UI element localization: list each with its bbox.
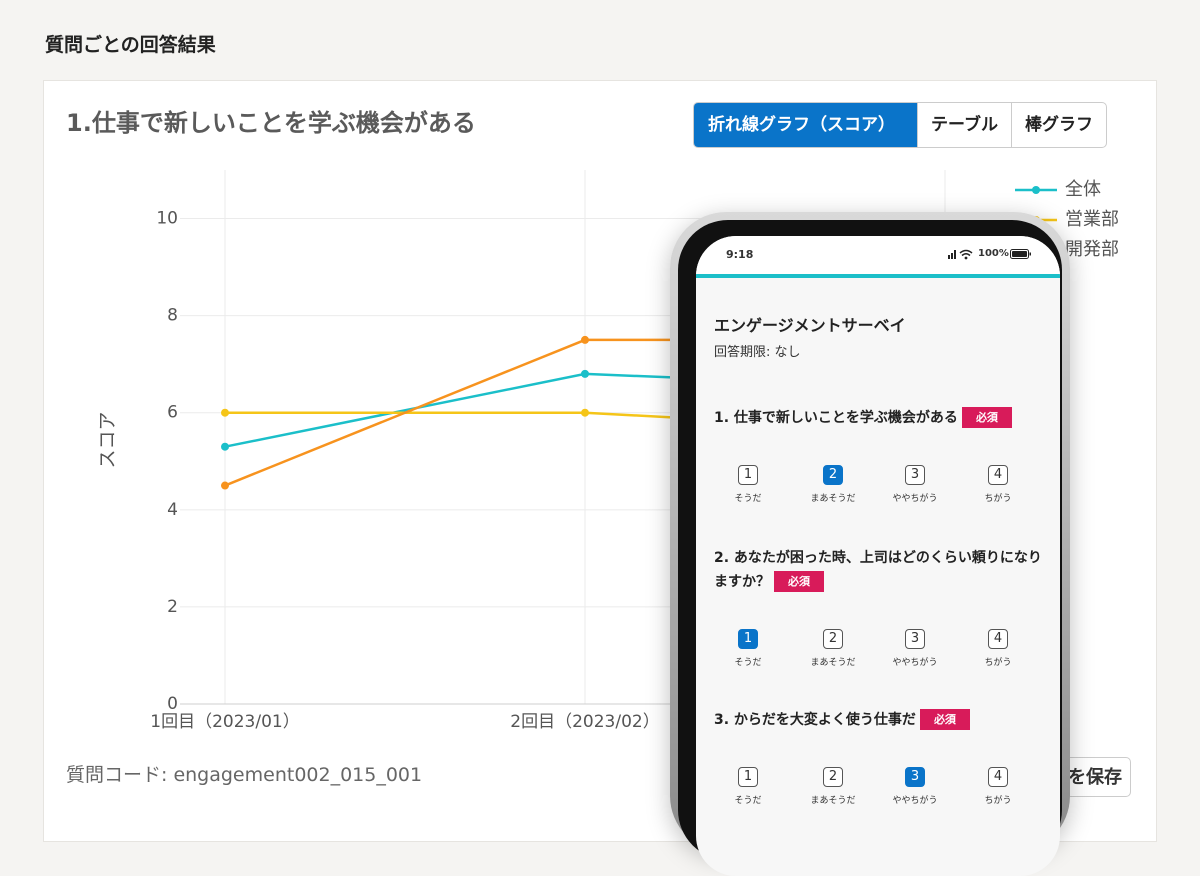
y-tick-label: 0 xyxy=(167,694,178,714)
battery-text: 100% xyxy=(978,248,1009,259)
option-number[interactable]: 3 xyxy=(905,767,925,787)
x-tick-label: 2回目（2023/02） xyxy=(510,712,659,732)
option-label: そうだ xyxy=(734,658,762,668)
option-number[interactable]: 1 xyxy=(738,629,758,649)
question-text: 3. からだを大変よく使う仕事だ 必須 xyxy=(714,708,1044,732)
phone-bezel: 9:18 100% エンゲージメントサーベイ 回答期限: なし 1. 仕事で新し… xyxy=(678,220,1062,876)
option-label: まあそうだ xyxy=(810,658,856,668)
option-label: ちがう xyxy=(984,796,1012,806)
question-label: 2. あなたが困った時、上司はどのくらい頼りになりますか？ xyxy=(714,550,1042,590)
survey-title: エンゲージメントサーベイ xyxy=(714,316,906,335)
answer-option[interactable]: 4 ちがう xyxy=(958,627,1038,668)
answer-option[interactable]: 2 まあそうだ xyxy=(793,463,873,504)
tab-bar: 折れ線グラフ（スコア） テーブル 棒グラフ xyxy=(693,102,1107,148)
answer-option[interactable]: 2 まあそうだ xyxy=(793,627,873,668)
y-tick-label: 2 xyxy=(167,597,178,617)
option-number[interactable]: 4 xyxy=(988,767,1008,787)
option-number[interactable]: 2 xyxy=(823,629,843,649)
option-number[interactable]: 2 xyxy=(823,767,843,787)
legend-marker xyxy=(1032,186,1040,194)
answer-option[interactable]: 3 ややちがう xyxy=(875,627,955,668)
signal-icons xyxy=(948,249,973,260)
tab[interactable]: テーブル xyxy=(917,103,1011,147)
required-badge: 必須 xyxy=(961,407,1012,428)
option-label: まあそうだ xyxy=(810,494,856,504)
tab[interactable]: 棒グラフ xyxy=(1010,103,1106,147)
x-tick-label: 1回目（2023/01） xyxy=(150,712,299,732)
page: {"heading":"質問ごとの回答結果", "card":{"title":… xyxy=(43,34,1157,860)
option-number[interactable]: 1 xyxy=(738,465,758,485)
data-point xyxy=(581,369,589,378)
question-code: 質問コード: engagement002_015_001 xyxy=(66,764,423,786)
y-tick-label: 8 xyxy=(167,306,178,326)
status-bar: 9:18 100% xyxy=(696,236,1060,278)
answer-option[interactable]: 4 ちがう xyxy=(958,463,1038,504)
answer-option[interactable]: 1 そうだ xyxy=(708,463,788,504)
option-label: ややちがう xyxy=(892,658,938,668)
status-time: 9:18 xyxy=(726,248,754,261)
option-number[interactable]: 4 xyxy=(988,629,1008,649)
legend-label: 営業部 xyxy=(1065,209,1119,230)
legend-label: 全体 xyxy=(1065,179,1101,200)
question-label: 1. 仕事で新しいことを学ぶ機会がある xyxy=(714,410,958,426)
y-axis-label: スコア xyxy=(97,411,119,468)
option-label: そうだ xyxy=(734,494,762,504)
page-heading: 質問ごとの回答結果 xyxy=(45,34,216,56)
phone-screen: 9:18 100% エンゲージメントサーベイ 回答期限: なし 1. 仕事で新し… xyxy=(696,236,1060,876)
data-point xyxy=(221,408,229,417)
option-number[interactable]: 2 xyxy=(823,465,843,485)
data-point xyxy=(581,335,589,344)
y-tick-label: 4 xyxy=(167,500,178,520)
option-label: そうだ xyxy=(734,796,762,806)
tab[interactable]: 折れ線グラフ（スコア） xyxy=(694,103,917,147)
option-number[interactable]: 3 xyxy=(905,465,925,485)
option-label: ややちがう xyxy=(892,796,938,806)
data-point xyxy=(221,481,229,490)
y-tick-label: 6 xyxy=(167,403,178,423)
answer-option[interactable]: 1 そうだ xyxy=(708,765,788,806)
survey-deadline: 回答期限: なし xyxy=(714,345,801,360)
phone-frame: 9:18 100% エンゲージメントサーベイ 回答期限: なし 1. 仕事で新し… xyxy=(670,212,1070,876)
option-label: ちがう xyxy=(984,658,1012,668)
option-number[interactable]: 1 xyxy=(738,767,758,787)
data-point xyxy=(581,408,589,417)
option-number[interactable]: 4 xyxy=(988,465,1008,485)
question-label: 3. からだを大変よく使う仕事だ xyxy=(714,712,916,728)
required-badge: 必須 xyxy=(919,709,970,730)
card-title: 1.仕事で新しいことを学ぶ機会がある xyxy=(66,109,476,137)
option-label: ちがう xyxy=(984,494,1012,504)
y-tick-label: 10 xyxy=(156,209,178,229)
answer-option[interactable]: 4 ちがう xyxy=(958,765,1038,806)
required-badge: 必須 xyxy=(774,571,824,592)
answer-option[interactable]: 3 ややちがう xyxy=(875,765,955,806)
question-text: 1. 仕事で新しいことを学ぶ機会がある 必須 xyxy=(714,406,1044,430)
option-label: まあそうだ xyxy=(810,796,856,806)
data-point xyxy=(221,442,229,451)
question-text: 2. あなたが困った時、上司はどのくらい頼りになりますか？ 必須 xyxy=(714,546,1044,594)
answer-option[interactable]: 1 そうだ xyxy=(708,627,788,668)
answer-option[interactable]: 3 ややちがう xyxy=(875,463,955,504)
option-label: ややちがう xyxy=(892,494,938,504)
answer-option[interactable]: 2 まあそうだ xyxy=(793,765,873,806)
option-number[interactable]: 3 xyxy=(905,629,925,649)
battery-icon xyxy=(1010,249,1031,259)
legend-label: 開発部 xyxy=(1065,239,1119,260)
